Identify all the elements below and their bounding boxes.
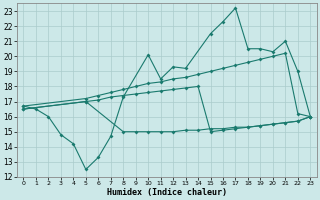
X-axis label: Humidex (Indice chaleur): Humidex (Indice chaleur) (107, 188, 227, 197)
